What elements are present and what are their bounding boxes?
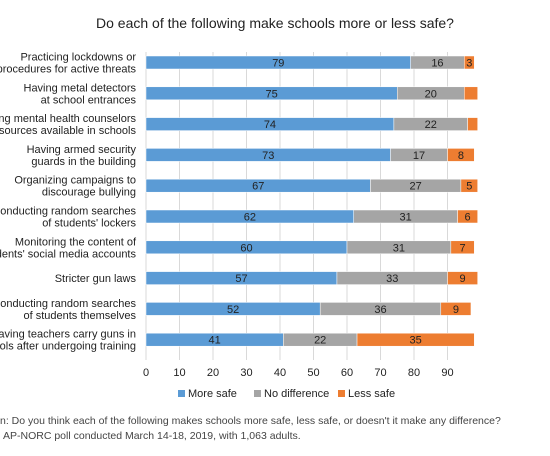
data-label: 35 [410,335,422,347]
category-label: of students themselves [23,310,136,322]
category-label: Stricter gun laws [55,273,137,285]
data-label: 73 [262,150,274,162]
legend-swatch [178,390,185,397]
tick-label: 70 [374,367,386,379]
category-label: discourage bullying [42,187,136,199]
data-label: 62 [244,212,256,224]
tick-label: 90 [441,367,453,379]
bar-segment [457,209,478,224]
data-label: 33 [386,273,398,285]
data-label: 7 [460,242,466,254]
bar-segment [460,178,478,193]
category-label: ools after undergoing training [0,341,136,353]
data-label: 17 [413,150,425,162]
tick-label: 0 [143,367,149,379]
data-label: 67 [252,181,264,193]
data-label: 27 [410,181,422,193]
legend-swatch [254,390,261,397]
bar-segment [450,240,475,255]
category-label: of students' lockers [42,218,136,230]
data-label: 75 [266,88,278,100]
tick-label: 20 [207,367,219,379]
category-label: Practicing lockdowns or [20,52,136,64]
data-label: 60 [240,242,252,254]
category-label: aving teachers carry guns in [0,329,136,341]
category-label: Conducting random searches [0,298,136,310]
data-label: 31 [400,212,412,224]
legend-label: No difference [264,388,329,400]
bar-segment [464,55,475,70]
tick-label: 50 [307,367,319,379]
category-label: Monitoring the content of [15,236,137,248]
data-label: 8 [458,150,464,162]
category-label: procedures for active threats [0,64,136,76]
data-label: 22 [314,335,326,347]
tick-label: 60 [341,367,353,379]
bar-segment [356,332,475,347]
data-label: 20 [425,88,437,100]
data-label: 74 [264,119,276,131]
category-label: esources available in schools [0,125,136,137]
legend-label: Less safe [348,388,395,400]
data-label: 9 [453,304,459,316]
tick-label: 80 [408,367,420,379]
data-label: 6 [465,212,471,224]
category-label: dents' social media accounts [0,248,136,260]
data-label: 79 [272,58,284,70]
category-label: Organizing campaigns to [14,175,136,187]
tick-label: 10 [173,367,185,379]
category-label: Having metal detectors [24,82,137,94]
legend-label: More safe [188,388,237,400]
category-label: guards in the building [31,156,136,168]
data-label: 41 [209,335,221,347]
question-note: n: Do you think each of the following ma… [0,415,501,427]
bar-segment [447,148,475,162]
data-label: 52 [227,304,239,316]
tick-label: 40 [274,367,286,379]
category-label: Having armed security [27,144,137,156]
data-label: 9 [460,273,466,285]
data-label: 31 [393,242,405,254]
data-label: 57 [235,273,247,285]
data-label: 22 [425,119,437,131]
bar-segment [464,86,478,101]
category-label: at school entrances [41,94,137,106]
data-label: 16 [431,58,443,70]
source-note: AP-NORC poll conducted March 14-18, 2019… [3,430,301,442]
category-label: ing mental health counselors [0,113,136,125]
tick-label: 30 [240,367,252,379]
chart-title: Do each of the following make schools mo… [96,15,454,31]
bar-segment [447,271,478,285]
legend-swatch [338,390,345,397]
data-label: 3 [466,58,472,70]
bar-segment [467,117,478,131]
bar-segment [440,302,472,316]
data-label: 36 [374,304,386,316]
data-label: 5 [466,181,472,193]
category-label: onducting random searches [0,206,136,218]
